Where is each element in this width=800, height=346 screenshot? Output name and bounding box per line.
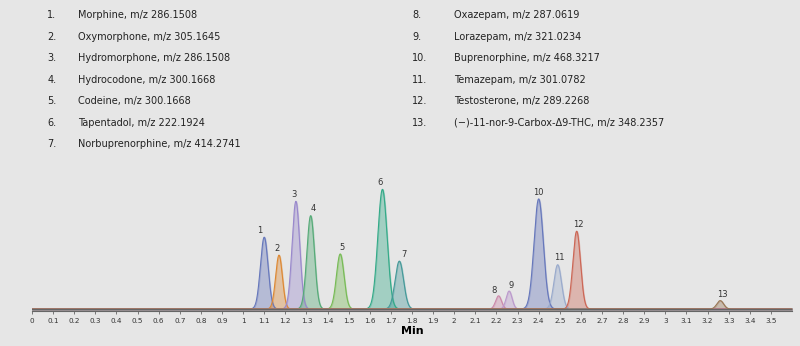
Text: 11: 11: [554, 253, 565, 262]
Text: 3.: 3.: [47, 53, 56, 63]
Text: 8: 8: [492, 286, 497, 295]
Text: Tapentadol, m/z 222.1924: Tapentadol, m/z 222.1924: [78, 118, 205, 128]
Text: 10: 10: [534, 188, 544, 197]
Text: 6.: 6.: [47, 118, 56, 128]
Text: 10.: 10.: [412, 53, 427, 63]
Text: 13.: 13.: [412, 118, 427, 128]
Text: 7.: 7.: [47, 139, 57, 149]
Text: Oxazepam, m/z 287.0619: Oxazepam, m/z 287.0619: [454, 10, 579, 20]
Text: Hydromorphone, m/z 286.1508: Hydromorphone, m/z 286.1508: [78, 53, 230, 63]
X-axis label: Min: Min: [401, 326, 423, 336]
Text: 9.: 9.: [412, 32, 421, 42]
Text: 2.: 2.: [47, 32, 57, 42]
Text: 5: 5: [340, 243, 345, 252]
Text: Testosterone, m/z 289.2268: Testosterone, m/z 289.2268: [454, 96, 589, 106]
Text: 1: 1: [258, 226, 262, 235]
Text: 12: 12: [574, 220, 584, 229]
Text: Norbuprenorphine, m/z 414.2741: Norbuprenorphine, m/z 414.2741: [78, 139, 240, 149]
Text: 4.: 4.: [47, 75, 56, 85]
Text: 2: 2: [274, 244, 279, 253]
Text: Lorazepam, m/z 321.0234: Lorazepam, m/z 321.0234: [454, 32, 581, 42]
Text: Temazepam, m/z 301.0782: Temazepam, m/z 301.0782: [454, 75, 586, 85]
Text: 12.: 12.: [412, 96, 427, 106]
Text: Hydrocodone, m/z 300.1668: Hydrocodone, m/z 300.1668: [78, 75, 215, 85]
Text: 6: 6: [378, 178, 383, 187]
Text: 7: 7: [401, 250, 406, 259]
Text: 11.: 11.: [412, 75, 427, 85]
Text: 3: 3: [291, 190, 297, 199]
Text: 8.: 8.: [412, 10, 421, 20]
Text: 5.: 5.: [47, 96, 57, 106]
Text: (−)-11-nor-9-Carbox-Δ9-THC, m/z 348.2357: (−)-11-nor-9-Carbox-Δ9-THC, m/z 348.2357: [454, 118, 664, 128]
Text: Codeine, m/z 300.1668: Codeine, m/z 300.1668: [78, 96, 190, 106]
Text: 13: 13: [717, 290, 728, 299]
Text: 1.: 1.: [47, 10, 56, 20]
Text: 9: 9: [509, 281, 514, 290]
Text: 4: 4: [310, 204, 315, 213]
Text: Buprenorphine, m/z 468.3217: Buprenorphine, m/z 468.3217: [454, 53, 600, 63]
Text: Morphine, m/z 286.1508: Morphine, m/z 286.1508: [78, 10, 197, 20]
Text: Oxymorphone, m/z 305.1645: Oxymorphone, m/z 305.1645: [78, 32, 220, 42]
